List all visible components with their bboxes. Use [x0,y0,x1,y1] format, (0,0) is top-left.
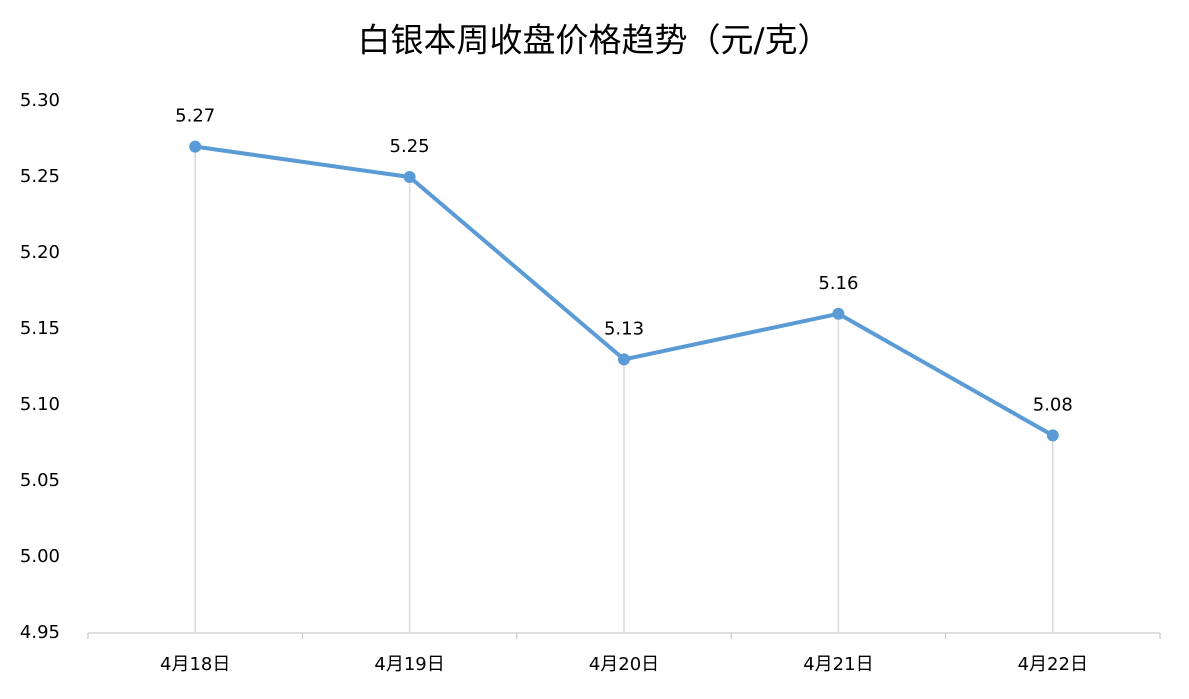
y-tick-label: 5.30 [20,90,60,111]
y-tick-label: 5.25 [20,166,60,187]
y-tick-label: 5.15 [20,318,60,339]
x-tick-label: 4月21日 [803,654,873,675]
data-point [1046,429,1059,442]
data-point [189,140,202,153]
chart-title: 白银本周收盘价格趋势（元/克） [357,21,830,60]
y-tick-label: 5.10 [20,394,60,415]
data-point [832,307,845,320]
x-tick-label: 4月20日 [589,654,659,675]
data-label: 5.25 [390,136,430,157]
x-tick-label: 4月19日 [374,654,444,675]
data-label: 5.27 [175,106,215,127]
x-tick-label: 4月18日 [160,654,230,675]
y-tick-label: 4.95 [20,622,60,643]
data-point [618,353,630,366]
y-tick-label: 5.00 [20,546,60,567]
data-label: 5.13 [604,318,644,339]
data-label: 5.16 [818,273,858,294]
y-tick-label: 5.20 [20,242,60,263]
data-point [403,171,416,183]
x-tick-label: 4月22日 [1018,654,1088,675]
y-tick-label: 5.05 [20,470,60,491]
data-label: 5.08 [1033,394,1073,415]
